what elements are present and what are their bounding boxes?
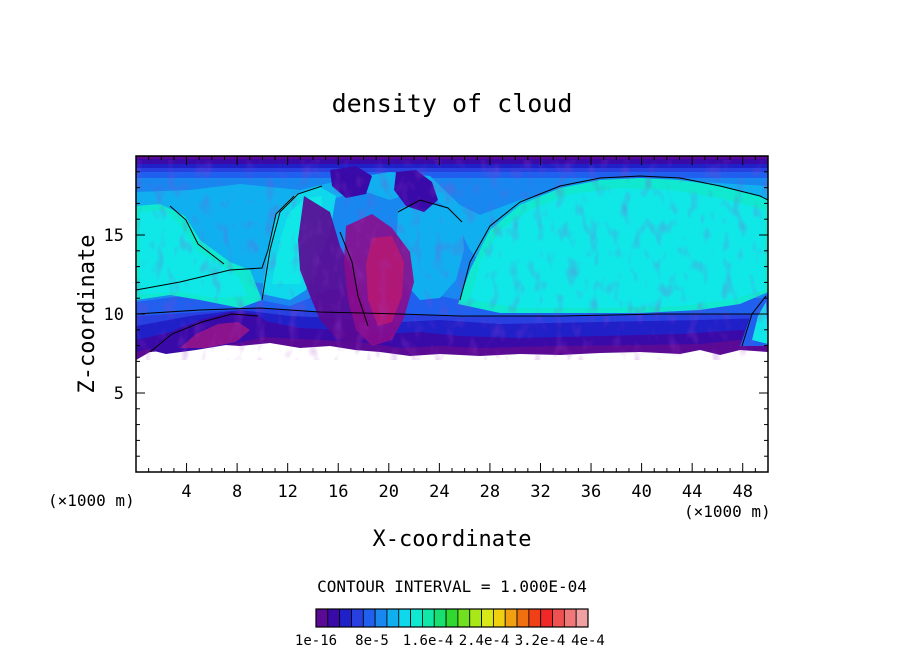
x-tick-label: 12 — [277, 482, 297, 502]
colorbar-swatch — [327, 608, 341, 628]
colorbar-swatch — [540, 608, 553, 628]
colorbar-swatch — [469, 608, 482, 628]
x-tick-label: 36 — [581, 482, 601, 502]
colorbar-label: 1e-16 — [295, 633, 337, 649]
colorbar-swatch — [410, 608, 423, 628]
colorbar-swatch — [457, 608, 471, 628]
x-tick-label: 32 — [530, 482, 550, 502]
colorbar-swatch — [445, 608, 459, 628]
x-tick-label: 24 — [429, 482, 449, 502]
colorbar-labels: 1e-16 8e-5 1.6e-4 2.4e-4 3.2e-4 4e-4 — [295, 633, 605, 649]
contour-interval-text: CONTOUR INTERVAL = 1.000E-04 — [317, 577, 587, 596]
x-tick-label: 44 — [682, 482, 702, 502]
colorbar-swatch — [362, 608, 376, 628]
x-tick-label: 16 — [328, 482, 348, 502]
colorbar-label: 4e-4 — [571, 633, 605, 649]
cloud-field — [136, 156, 768, 472]
x-tick-labels: 4 8 12 16 20 24 28 32 36 40 44 48 — [181, 482, 753, 502]
colorbar-swatch — [563, 608, 577, 628]
x-tick-label: 4 — [181, 482, 191, 502]
chart-title: density of cloud — [332, 89, 573, 118]
colorbar-swatch — [516, 608, 530, 628]
colorbar-swatch — [433, 608, 447, 628]
colorbar-swatch — [481, 608, 494, 628]
colorbar-swatch — [374, 608, 388, 628]
y-tick-label: 10 — [104, 305, 124, 325]
colorbar-swatch — [315, 608, 329, 628]
colorbar-swatch — [339, 608, 352, 628]
y-axis-label: Z-coordinate — [75, 235, 100, 394]
colorbar — [315, 608, 589, 628]
x-tick-label: 28 — [480, 482, 500, 502]
x-tick-label: 8 — [232, 482, 242, 502]
x-tick-label: 20 — [379, 482, 399, 502]
colorbar-label: 8e-5 — [355, 633, 389, 649]
colorbar-swatch — [575, 608, 589, 628]
colorbar-label: 3.2e-4 — [515, 633, 566, 649]
colorbar-swatch — [351, 608, 364, 628]
y-tick-label: 5 — [114, 384, 124, 404]
colorbar-swatch — [528, 608, 542, 628]
colorbar-swatch — [552, 608, 565, 628]
colorbar-label: 2.4e-4 — [459, 633, 510, 649]
x-axis-label: X-coordinate — [373, 527, 532, 552]
colorbar-swatch — [386, 608, 400, 628]
x-tick-label: 48 — [732, 482, 752, 502]
y-tick-label: 15 — [104, 226, 124, 246]
colorbar-swatch — [504, 608, 518, 628]
x-unit-label-right: (×1000 m) — [684, 502, 771, 521]
colorbar-frame — [315, 608, 589, 628]
axis-ticks — [136, 156, 768, 472]
colorbar-swatch — [422, 608, 435, 628]
x-tick-label: 40 — [631, 482, 651, 502]
colorbar-swatch — [492, 608, 506, 628]
y-tick-labels: 5 10 15 — [104, 226, 124, 404]
colorbar-label: 1.6e-4 — [403, 633, 454, 649]
x-unit-label: (×1000 m) — [48, 491, 135, 510]
colorbar-swatch — [398, 608, 412, 628]
